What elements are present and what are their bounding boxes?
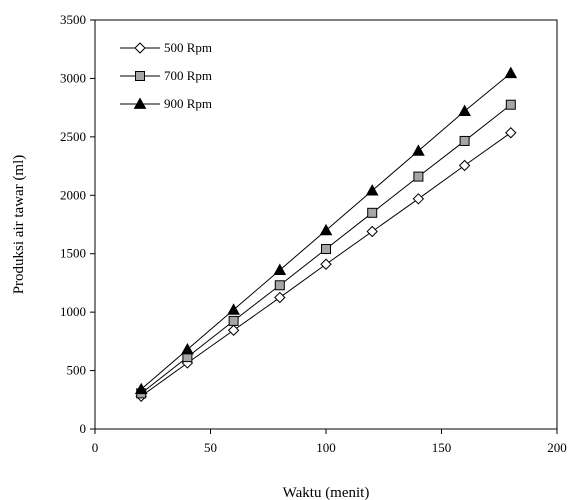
legend-marker [134, 42, 146, 54]
y-tick-label: 1500 [60, 246, 86, 261]
data-point [181, 343, 194, 355]
data-point [458, 104, 471, 117]
legend: 500 Rpm 700 Rpm 900 Rpm [120, 40, 212, 111]
y-axis-ticks: 0 500 1000 1500 2000 2500 3000 3500 [60, 12, 95, 436]
y-tick-label: 3000 [60, 70, 86, 85]
data-point [321, 244, 331, 255]
data-point [366, 225, 378, 238]
data-point [504, 66, 518, 79]
y-tick-label: 2000 [60, 187, 86, 202]
x-tick-label: 0 [92, 440, 99, 455]
data-point [274, 280, 285, 291]
legend-label: 900 Rpm [164, 96, 212, 111]
x-axis-title: Waktu (menit) [283, 485, 370, 500]
data-point [412, 193, 425, 205]
y-axis-title: Produksi air tawar (ml) [11, 155, 27, 295]
legend-item: 500 Rpm [120, 40, 212, 55]
x-tick-label: 100 [316, 440, 336, 455]
data-point [134, 382, 148, 395]
series-500-rpm [135, 127, 517, 402]
y-tick-label: 2500 [60, 129, 86, 144]
data-point [228, 315, 239, 326]
y-tick-label: 3500 [60, 12, 86, 27]
series-900-rpm [134, 66, 518, 395]
data-point [458, 159, 471, 172]
y-tick-label: 500 [67, 363, 87, 378]
data-point [505, 127, 517, 139]
data-point [505, 99, 516, 110]
data-point [274, 291, 286, 304]
data-point [365, 184, 379, 196]
legend-label: 500 Rpm [164, 40, 212, 55]
data-point [412, 144, 425, 156]
x-tick-label: 200 [547, 440, 567, 455]
y-tick-label: 0 [80, 421, 87, 436]
legend-marker [133, 97, 147, 109]
x-tick-label: 50 [204, 440, 217, 455]
x-axis-ticks: 0 50 100 150 200 [92, 429, 567, 455]
legend-label: 700 Rpm [164, 68, 212, 83]
data-point [319, 223, 333, 236]
legend-item: 700 Rpm [120, 68, 212, 83]
data-point [413, 171, 424, 182]
data-point [227, 324, 240, 336]
data-point [227, 303, 240, 315]
data-point [367, 207, 378, 218]
data-point [459, 135, 470, 146]
series-layer [134, 66, 518, 402]
legend-item: 900 Rpm [120, 96, 212, 111]
y-tick-label: 1000 [60, 304, 86, 319]
data-point [273, 263, 287, 275]
legend-marker [135, 71, 145, 81]
data-point [320, 258, 332, 270]
series-700-rpm [136, 99, 516, 399]
x-tick-label: 150 [432, 440, 452, 455]
